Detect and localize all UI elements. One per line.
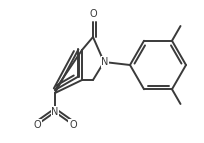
Text: N: N [101, 57, 109, 67]
Text: N: N [51, 107, 59, 117]
Text: O: O [69, 120, 77, 130]
Text: O: O [89, 9, 97, 19]
Text: O: O [33, 120, 41, 130]
